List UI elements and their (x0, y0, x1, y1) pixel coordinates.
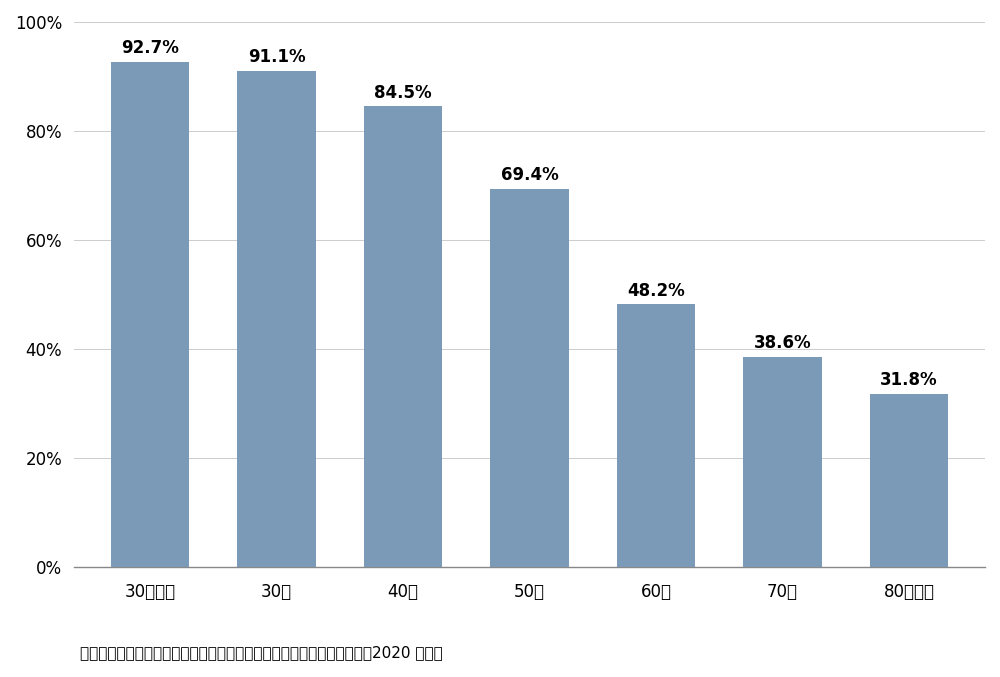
Text: 84.5%: 84.5% (374, 84, 432, 102)
Bar (490, 189, 569, 567)
Text: 38.6%: 38.6% (754, 334, 811, 352)
Bar (617, 305, 695, 567)
Bar (364, 106, 442, 567)
Text: 31.8%: 31.8% (880, 372, 938, 389)
Text: 69.4%: 69.4% (501, 167, 558, 184)
Text: 48.2%: 48.2% (627, 282, 685, 300)
Bar (111, 62, 189, 567)
Text: 92.7%: 92.7% (121, 39, 179, 58)
Text: 資料：（株）帝国データバンク「全国企業「後継者不在率」動向調査（2020 年）」: 資料：（株）帝国データバンク「全国企業「後継者不在率」動向調査（2020 年）」 (80, 645, 443, 660)
Bar (743, 357, 822, 567)
Bar (237, 70, 316, 567)
Bar (870, 394, 948, 567)
Text: 91.1%: 91.1% (248, 48, 305, 66)
